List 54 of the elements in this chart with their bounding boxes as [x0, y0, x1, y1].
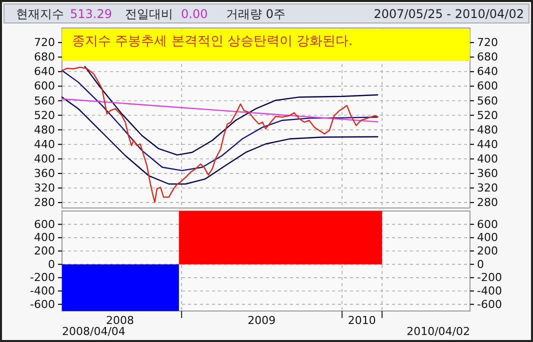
y2-tick-label: -600 — [477, 298, 502, 311]
y2-tick-label: -200 — [477, 271, 502, 284]
y2-tick-label: 400 — [477, 231, 498, 244]
y2-tick-label: 600 — [477, 80, 498, 93]
y2-tick-label: 400 — [477, 152, 498, 166]
y2-tick-label: 320 — [477, 182, 498, 195]
line-series — [61, 96, 378, 185]
y2-tick-label: 600 — [477, 218, 498, 231]
text: 0.00 — [181, 7, 208, 21]
y-tick-label: 480 — [34, 123, 55, 136]
y-tick-label: 640 — [34, 65, 55, 78]
line-series — [84, 66, 378, 156]
y2-tick-label: 720 — [477, 36, 498, 50]
y-tick-label: 400 — [34, 231, 55, 244]
y-tick-label: -400 — [30, 284, 55, 298]
text: 2008/04/04 — [62, 325, 126, 338]
text: 현재지수 — [16, 7, 64, 21]
y2-tick-label: 640 — [477, 65, 498, 78]
y2-tick-label: 560 — [477, 94, 498, 108]
x-tick-label: 2009 — [248, 314, 276, 327]
x-tick-label: 2008 — [106, 314, 134, 327]
x-tick-label: 2010 — [348, 314, 376, 327]
y-tick-label: 0 — [48, 258, 55, 271]
y-tick-label: 520 — [34, 108, 55, 122]
y-tick-label: 720 — [34, 36, 55, 50]
y-tick-label: 280 — [34, 196, 55, 210]
y-tick-label: 600 — [34, 80, 55, 93]
line-series — [61, 66, 378, 203]
line-series — [61, 70, 378, 172]
text: 전일대비 — [125, 7, 173, 21]
y2-tick-label: 680 — [477, 50, 498, 64]
text: 513.29 — [70, 7, 112, 21]
title-box: 종지수 주봉추세 본격적인 상승탄력이 강화된다. — [62, 29, 470, 61]
y-tick-label: 200 — [34, 244, 55, 258]
y-tick-label: -200 — [30, 271, 55, 284]
y2-tick-label: 480 — [477, 123, 498, 136]
y2-tick-label: 200 — [477, 244, 498, 258]
y2-tick-label: 440 — [477, 138, 498, 151]
y2-tick-label: -400 — [477, 284, 502, 298]
y2-tick-label: 360 — [477, 166, 498, 180]
text: 거래량 0주 — [226, 7, 286, 21]
text: 2007/05/25 - 2010/04/02 — [374, 7, 524, 21]
y2-tick-label: 0 — [477, 258, 484, 271]
y-tick-label: 600 — [34, 218, 55, 231]
y-tick-label: 320 — [34, 182, 55, 195]
y2-tick-label: 280 — [477, 196, 498, 210]
y2-tick-label: 520 — [477, 108, 498, 122]
y-tick-label: 440 — [34, 138, 55, 151]
y-tick-label: 360 — [34, 166, 55, 180]
y-tick-label: -600 — [30, 298, 55, 311]
y-tick-label: 680 — [34, 50, 55, 64]
y-tick-label: 560 — [34, 94, 55, 108]
y-tick-label: 400 — [34, 152, 55, 166]
text: 2010/04/02 — [406, 325, 470, 338]
